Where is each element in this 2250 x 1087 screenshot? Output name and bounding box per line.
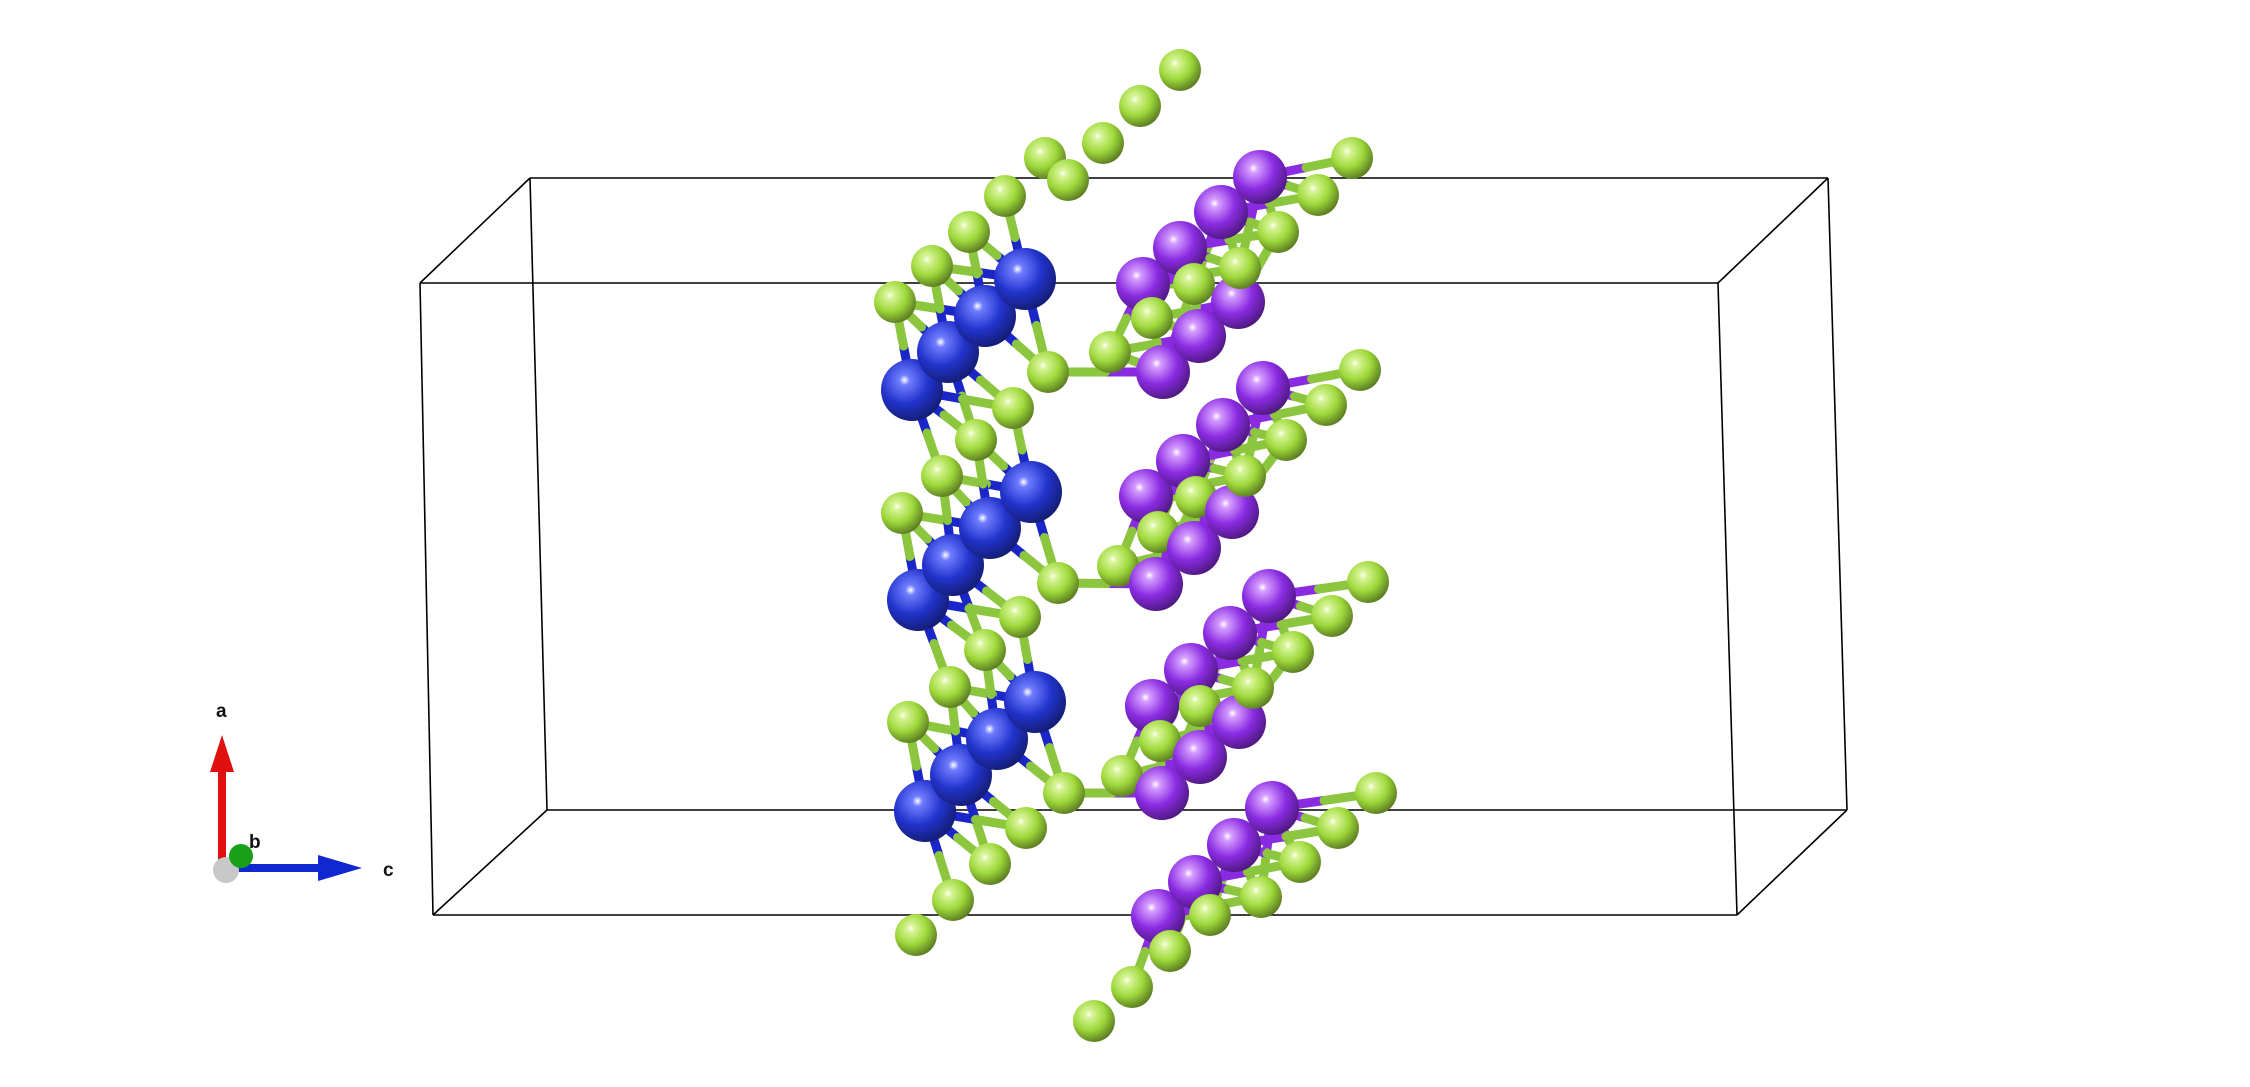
- green-atom: [881, 492, 923, 534]
- green-atom: [992, 387, 1034, 429]
- green-atom: [1179, 685, 1221, 727]
- green-atom: [955, 419, 997, 461]
- green-atom: [1131, 297, 1173, 339]
- green-atom: [1240, 876, 1282, 918]
- blue-atom: [966, 708, 1028, 770]
- green-atom: [1173, 263, 1215, 305]
- green-atom: [921, 455, 963, 497]
- cell-edge: [1827, 177, 1848, 811]
- green-atom: [1257, 211, 1299, 253]
- green-atom: [1159, 49, 1201, 91]
- green-atom: [969, 843, 1011, 885]
- blue-atom: [1004, 671, 1066, 733]
- purple-atom: [1129, 557, 1183, 611]
- green-atom: [1043, 772, 1085, 814]
- cell-edge: [529, 177, 548, 811]
- purple-atom: [1167, 521, 1221, 575]
- green-atom: [1355, 772, 1397, 814]
- green-atom: [964, 629, 1006, 671]
- green-atom: [1005, 807, 1047, 849]
- purple-atom: [1203, 606, 1257, 660]
- green-atom: [1139, 720, 1181, 762]
- purple-atom: [1153, 221, 1207, 275]
- b-axis-sphere: [229, 844, 253, 868]
- green-atom: [1101, 755, 1143, 797]
- blue-atom: [959, 497, 1021, 559]
- green-atom: [1089, 331, 1131, 373]
- a-axis-arrow-head: [210, 735, 234, 772]
- purple-atom: [1242, 569, 1296, 623]
- purple-atom: [1125, 679, 1179, 733]
- purple-atom: [1156, 434, 1210, 488]
- blue-atom: [994, 248, 1056, 310]
- c-axis-arrow-head: [318, 855, 362, 881]
- green-atom: [874, 281, 916, 323]
- green-atom: [887, 701, 929, 743]
- green-atom: [1097, 545, 1139, 587]
- green-atom: [948, 211, 990, 253]
- green-atom: [1317, 807, 1359, 849]
- cell-edge: [1717, 282, 1738, 916]
- purple-atom: [1131, 889, 1185, 943]
- green-atom: [1047, 159, 1089, 201]
- c-axis-label: c: [383, 860, 394, 881]
- atoms-layer: [874, 49, 1397, 1042]
- purple-atom: [1173, 730, 1227, 784]
- green-atom: [1232, 667, 1274, 709]
- green-atom: [1027, 351, 1069, 393]
- purple-atom: [1205, 485, 1259, 539]
- cell-edge: [432, 809, 548, 916]
- purple-atom: [1233, 150, 1287, 204]
- green-atom: [1347, 561, 1389, 603]
- blue-atom: [954, 285, 1016, 347]
- cell-edge: [1736, 809, 1848, 916]
- green-atom: [1297, 174, 1339, 216]
- green-atom: [999, 596, 1041, 638]
- green-atom: [929, 666, 971, 708]
- purple-atom: [1236, 361, 1290, 415]
- green-atom: [1331, 137, 1373, 179]
- b-axis-label: b: [249, 832, 261, 853]
- green-atom: [1073, 1000, 1115, 1042]
- purple-atom: [1164, 643, 1218, 697]
- purple-atom: [1136, 345, 1190, 399]
- purple-atom: [1211, 275, 1265, 329]
- cell-edge: [1717, 177, 1829, 284]
- green-atom: [1311, 595, 1353, 637]
- green-atom: [1305, 384, 1347, 426]
- green-atom: [1149, 930, 1191, 972]
- green-atom: [911, 245, 953, 287]
- green-atom: [1279, 841, 1321, 883]
- purple-atom: [1119, 469, 1173, 523]
- axes-indicator: a b c: [210, 701, 394, 883]
- blue-atom: [1000, 461, 1062, 523]
- green-atom: [1037, 562, 1079, 604]
- green-atom: [1339, 349, 1381, 391]
- green-atom: [1189, 894, 1231, 936]
- green-atom: [1272, 631, 1314, 673]
- green-atom: [1082, 122, 1124, 164]
- purple-atom: [1172, 309, 1226, 363]
- purple-atom: [1196, 398, 1250, 452]
- green-atom: [984, 175, 1026, 217]
- purple-atom: [1194, 185, 1248, 239]
- green-atom: [932, 879, 974, 921]
- a-axis-label: a: [216, 701, 227, 722]
- green-atom: [1219, 247, 1261, 289]
- purple-atom: [1207, 818, 1261, 872]
- purple-atom: [1245, 781, 1299, 835]
- green-atom: [1119, 85, 1161, 127]
- purple-atom: [1135, 766, 1189, 820]
- cell-edge: [419, 282, 434, 916]
- green-atom: [1265, 419, 1307, 461]
- cell-edge: [419, 177, 531, 284]
- green-atom: [1224, 455, 1266, 497]
- unit-cell-box: [419, 177, 1848, 916]
- green-atom: [1111, 966, 1153, 1008]
- green-atom: [895, 914, 937, 956]
